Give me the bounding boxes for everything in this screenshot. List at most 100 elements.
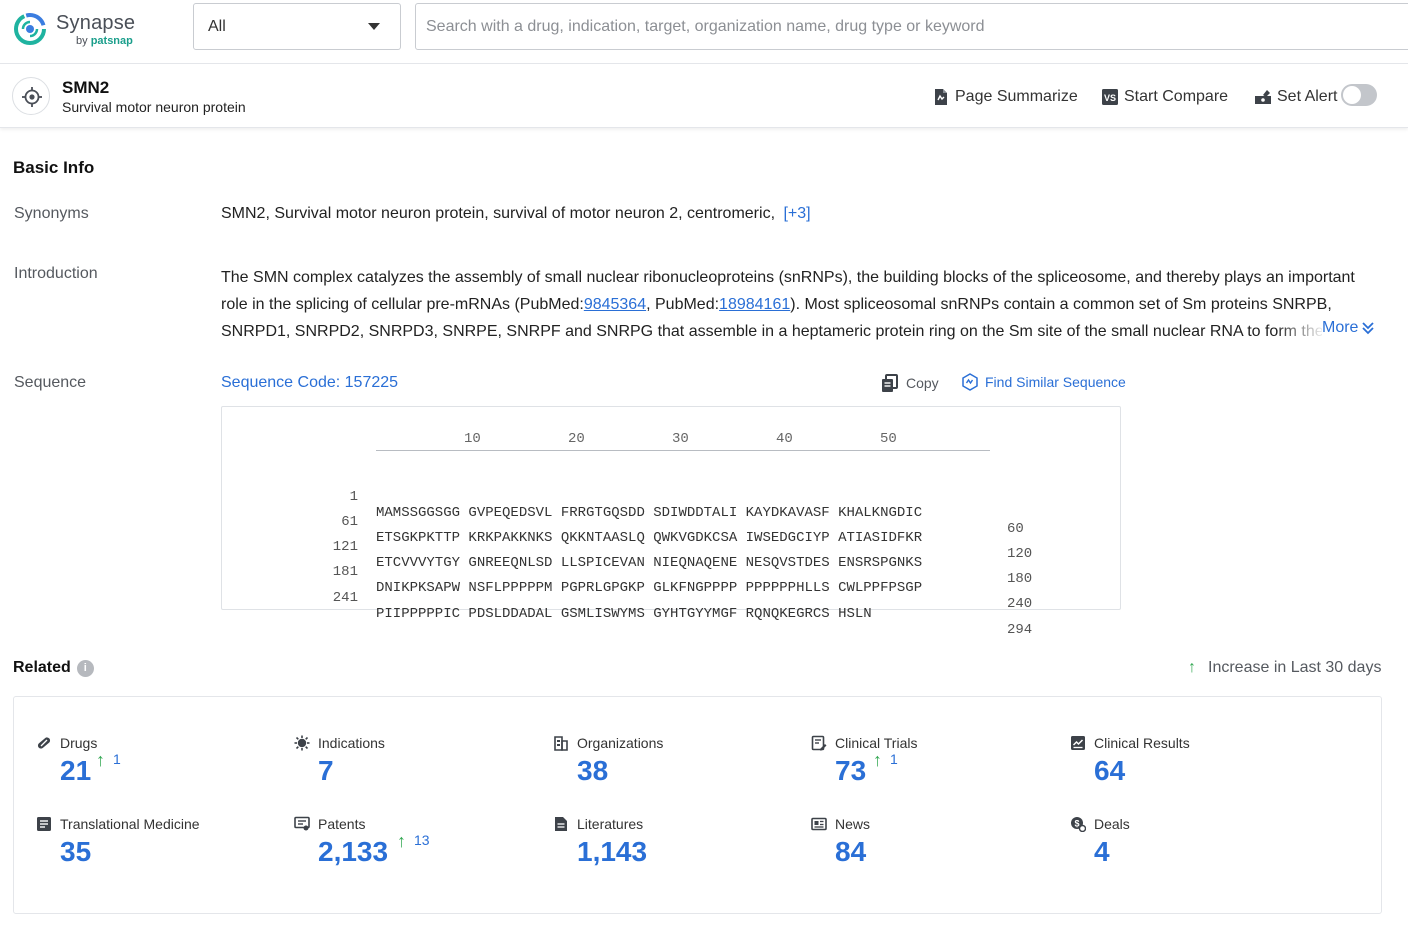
copy-icon (880, 373, 900, 393)
find-similar-label: Find Similar Sequence (985, 374, 1126, 390)
virus-icon (294, 735, 310, 751)
pubmed-link-18984161[interactable]: 18984161 (719, 296, 790, 313)
copy-label: Copy (906, 375, 939, 391)
alert-toggle[interactable] (1341, 84, 1377, 106)
clipboard-edit-icon (811, 735, 827, 751)
row-start: 61 (296, 514, 358, 530)
row-end: 120 (1007, 546, 1032, 562)
stat-drugs[interactable]: Drugs 21 ↑1 (36, 735, 276, 805)
building-icon (553, 735, 569, 751)
ruler-tick: 50 (880, 431, 897, 447)
stat-increase-value: 13 (414, 832, 430, 848)
row-residues: ETSGKPKTTP KRKPAKKNKS QKKNTAASLQ QWKVGDK… (376, 530, 922, 546)
synonyms-text: SMN2, Survival motor neuron protein, sur… (221, 205, 775, 222)
sequence-row: 181 DNIKPKSAPW NSFLPPPPPM PGPRLGPGKP GLK… (222, 548, 256, 568)
row-start: 1 (296, 489, 358, 505)
row-end: 180 (1007, 571, 1032, 587)
stat-label-text: Organizations (577, 735, 663, 751)
stat-value[interactable]: 73 (835, 755, 866, 787)
pubmed-link-9845364[interactable]: 9845364 (584, 296, 646, 313)
ruler-line (376, 450, 990, 451)
alert-toggle-knob (1343, 86, 1361, 104)
stat-clinical-results[interactable]: Clinical Results 64 (1070, 735, 1310, 805)
stat-value[interactable]: 1,143 (577, 836, 647, 868)
find-similar-sequence-button[interactable]: Find Similar Sequence (961, 373, 1126, 391)
synapse-logo-icon (12, 11, 48, 47)
stat-label-text: Translational Medicine (60, 816, 200, 832)
ruler-tick: 20 (568, 431, 585, 447)
up-arrow-icon: ↑ (96, 751, 105, 769)
brand-by-prefix: by (76, 35, 88, 47)
target-icon (12, 77, 50, 115)
ruler-tick: 30 (672, 431, 689, 447)
stat-deals[interactable]: $ Deals 4 (1070, 816, 1310, 886)
similar-sequence-icon (961, 373, 979, 391)
stat-value[interactable]: 84 (835, 836, 866, 868)
stat-label: Patents (294, 816, 365, 832)
search-scope-select[interactable]: All (193, 3, 401, 50)
row-start: 181 (296, 564, 358, 580)
chart-doc-icon (1070, 735, 1086, 751)
stat-value[interactable]: 38 (577, 755, 608, 787)
copy-sequence-button[interactable]: Copy (880, 373, 939, 393)
sequence-row: 61 ETSGKPKTTP KRKPAKKNKS QKKNTAASLQ QWKV… (222, 498, 256, 518)
double-chevron-down-icon (1361, 321, 1375, 335)
up-arrow-icon: ↑ (873, 751, 882, 769)
stat-organizations[interactable]: Organizations 38 (553, 735, 793, 805)
stat-label: News (811, 816, 870, 832)
ruler-tick: 40 (776, 431, 793, 447)
increase-legend: ↑ Increase in Last 30 days (1188, 659, 1381, 677)
stat-literatures[interactable]: Literatures 1,143 (553, 816, 793, 886)
doc-list-icon (36, 816, 52, 832)
search-input[interactable] (415, 3, 1408, 50)
sequence-label: Sequence (14, 374, 86, 392)
stat-translational-medicine[interactable]: Translational Medicine 35 (36, 816, 276, 886)
row-start: 121 (296, 539, 358, 555)
start-compare-button[interactable]: VS Start Compare (1101, 86, 1228, 108)
introduction-text: The SMN complex catalyzes the assembly o… (221, 264, 1381, 346)
stat-increase-value: 1 (890, 751, 898, 767)
stat-label-text: Drugs (60, 735, 97, 751)
stat-value[interactable]: 7 (318, 755, 334, 787)
stat-indications[interactable]: Indications 7 (294, 735, 534, 805)
page-summarize-icon (932, 88, 950, 106)
page-summarize-label: Page Summarize (955, 88, 1078, 106)
stat-value[interactable]: 4 (1094, 836, 1110, 868)
set-alert-button[interactable]: Set Alert (1254, 86, 1337, 108)
stat-value[interactable]: 64 (1094, 755, 1125, 787)
stat-value[interactable]: 35 (60, 836, 91, 868)
up-arrow-icon: ↑ (397, 832, 406, 850)
synonyms-more-link[interactable]: [+3] (783, 205, 810, 222)
stat-patents[interactable]: Patents 2,133 ↑ 13 (294, 816, 534, 886)
stat-label-text: Clinical Trials (835, 735, 917, 751)
target-full-name: Survival motor neuron protein (62, 99, 246, 115)
stat-label: Organizations (553, 735, 663, 751)
synapse-logo[interactable]: Synapse by patsnap (12, 9, 152, 53)
stat-news[interactable]: News 84 (811, 816, 1051, 886)
stat-label-text: Indications (318, 735, 385, 751)
stat-clinical-trials[interactable]: Clinical Trials 73 ↑1 (811, 735, 1051, 805)
intro-more-button[interactable]: More (1322, 319, 1375, 337)
stat-increase: ↑1 (873, 751, 898, 769)
brand-byline: by patsnap (76, 35, 133, 47)
stat-label: Literatures (553, 816, 643, 832)
pill-icon (36, 735, 52, 751)
stat-value[interactable]: 21 (60, 755, 91, 787)
page-summarize-button[interactable]: Page Summarize (932, 86, 1078, 108)
patent-icon (294, 816, 310, 832)
stat-label-text: News (835, 816, 870, 832)
brand-name: Synapse (56, 12, 135, 35)
stat-value[interactable]: 2,133 (318, 836, 388, 868)
stat-label-text: Clinical Results (1094, 735, 1190, 751)
stat-increase: ↑ 13 (397, 832, 430, 850)
related-stats-card: Drugs 21 ↑1 Indications 7 Organizations … (13, 696, 1382, 914)
stat-label: Clinical Results (1070, 735, 1190, 751)
brand-company: patsnap (91, 35, 133, 47)
stat-label: Clinical Trials (811, 735, 917, 751)
svg-text:VS: VS (1104, 93, 1116, 103)
synonyms-value: SMN2, Survival motor neuron protein, sur… (221, 205, 811, 223)
info-icon[interactable]: i (77, 660, 94, 677)
stat-label: Drugs (36, 735, 97, 751)
chevron-down-icon (368, 23, 380, 30)
sequence-code-link[interactable]: Sequence Code: 157225 (221, 374, 398, 392)
